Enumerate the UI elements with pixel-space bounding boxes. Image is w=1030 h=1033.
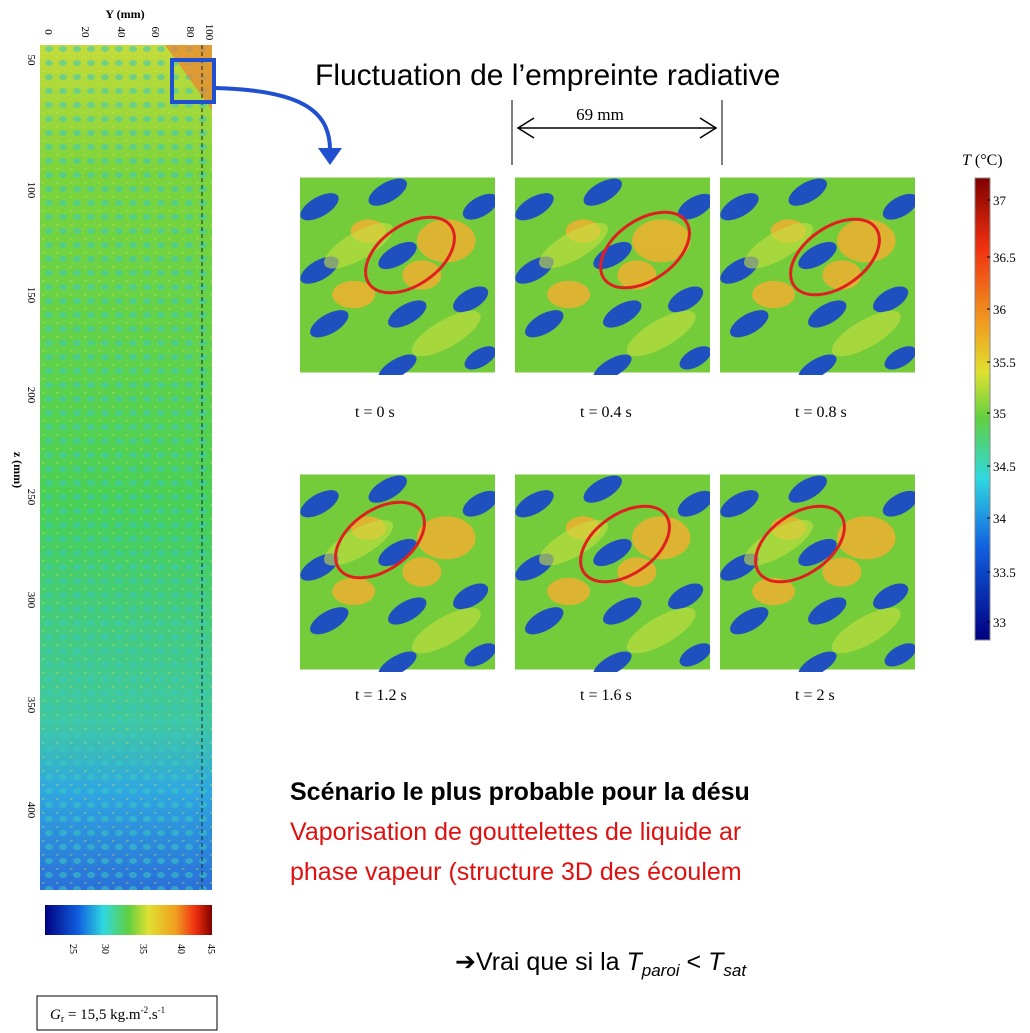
z-tick-label: 300 xyxy=(25,592,37,609)
thermal-panel xyxy=(300,175,495,375)
caption-box xyxy=(36,995,218,1031)
z-tick-label: 200 xyxy=(25,387,37,404)
zoom-box xyxy=(170,58,216,104)
y-axis-label: Y (mm) xyxy=(105,7,144,21)
zoom-arrow xyxy=(213,86,332,151)
colorbar-tick-label: 34 xyxy=(993,511,1007,526)
highlight-ellipse xyxy=(334,500,426,580)
thermal-panel xyxy=(515,472,710,672)
colorbar-tick-label: 40 xyxy=(175,944,186,954)
thermal-panel xyxy=(720,175,915,375)
caption: Gr = 15,5 kg.m-2.s-1 xyxy=(50,1005,165,1025)
time-label: t = 0.8 s xyxy=(795,404,847,421)
time-label: t = 0.4 s xyxy=(580,404,632,421)
y-tick-label: 0 xyxy=(42,29,54,35)
y-tick-label: 100 xyxy=(203,24,215,41)
colorbar-tick-label: 35 xyxy=(993,406,1006,421)
scenario-line: phase vapeur (structure 3D des écoulem xyxy=(290,858,742,886)
colorbar-tick-label: 37 xyxy=(993,193,1007,208)
highlight-ellipse xyxy=(789,217,881,297)
y-tick-label: 20 xyxy=(79,27,91,39)
highlight-ellipse xyxy=(364,215,456,295)
colorbar-left xyxy=(45,905,212,935)
droplet-pattern xyxy=(40,45,212,890)
z-tick-label: 100 xyxy=(25,182,37,199)
scale-label: 69 mm xyxy=(576,105,624,124)
thermal-panel xyxy=(720,472,915,672)
y-tick-label: 40 xyxy=(115,27,127,39)
conclusion: ➔Vrai que si la Tparoi < Tsat xyxy=(455,948,747,980)
colorbar-tick-label: 30 xyxy=(99,944,110,954)
colorbar-tick-label: 35 xyxy=(137,944,148,954)
y-tick-label: 80 xyxy=(184,27,196,39)
time-label: t = 2 s xyxy=(795,687,835,704)
colorbar-tick-label: 36 xyxy=(993,302,1007,317)
scenario-heading: Scénario le plus probable pour la désu xyxy=(290,778,750,806)
time-label: t = 1.2 s xyxy=(355,687,407,704)
y-tick-label: 60 xyxy=(149,27,161,39)
z-tick-label: 350 xyxy=(25,697,37,714)
highlight-ellipse xyxy=(579,504,671,584)
z-tick-label: 50 xyxy=(25,55,37,67)
colorbar xyxy=(974,177,991,641)
colorbar-tick-label: 33.5 xyxy=(993,565,1016,580)
thermal-panel xyxy=(515,175,710,375)
colorbar-tick-label: 35.5 xyxy=(993,355,1016,370)
title: Fluctuation de l’empreinte radiative xyxy=(315,59,780,92)
zoom-arrow-head xyxy=(318,148,342,165)
z-tick-label: 150 xyxy=(25,287,37,304)
colorbar-tick-label: 33 xyxy=(993,615,1006,630)
scale-arrow-heads xyxy=(516,117,718,139)
time-label: t = 0 s xyxy=(355,404,395,421)
highlight-ellipse xyxy=(599,210,691,290)
z-tick-label: 250 xyxy=(25,489,37,506)
highlight-ellipse xyxy=(754,504,846,584)
scenario-line: Vaporisation de gouttelettes de liquide … xyxy=(290,818,741,846)
colorbar-tick-label: 45 xyxy=(205,944,216,954)
colorbar-title: T (°C) xyxy=(962,152,1003,169)
time-label: t = 1.6 s xyxy=(580,687,632,704)
colorbar-tick-label: 34.5 xyxy=(993,459,1016,474)
z-tick-label: 400 xyxy=(25,802,37,819)
colorbar-tick-label: 25 xyxy=(67,944,78,954)
z-axis-label: z (mm) xyxy=(11,452,25,488)
colorbar-tick-label: 36.5 xyxy=(993,250,1016,265)
